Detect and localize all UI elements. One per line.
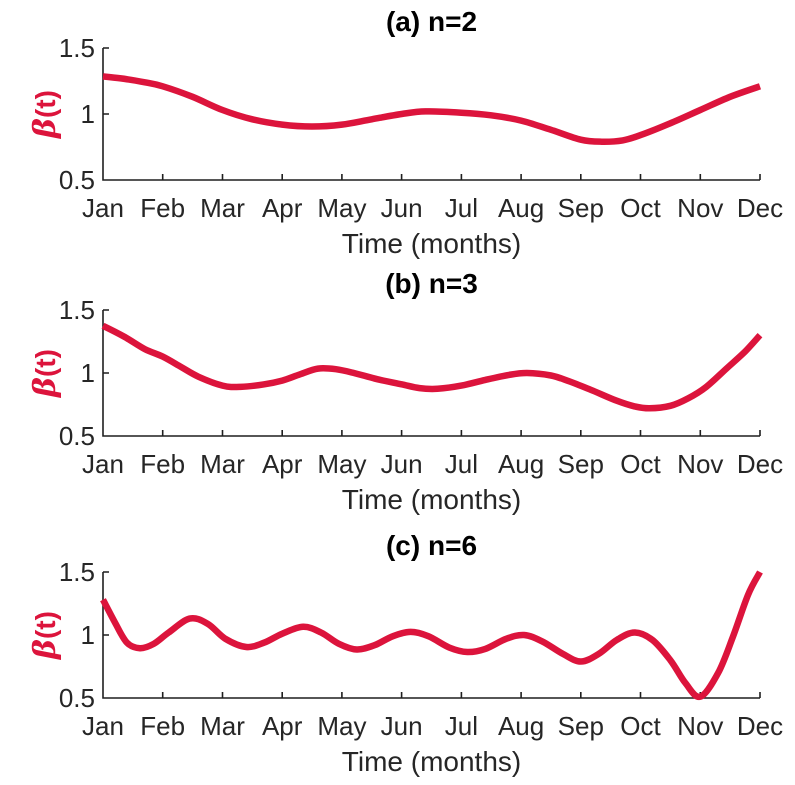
x-tick-label-jun: Jun bbox=[381, 711, 423, 741]
x-tick-label-oct: Oct bbox=[620, 711, 661, 741]
axis-frame bbox=[102, 309, 761, 437]
y-tick-label-1: 1 bbox=[81, 358, 95, 388]
axis-frame bbox=[102, 47, 761, 181]
subplot-b-ylabel: β(t) bbox=[28, 349, 63, 398]
x-tick-label-dec: Dec bbox=[737, 449, 783, 479]
beta-symbol: β bbox=[28, 118, 63, 139]
x-tick-label-feb: Feb bbox=[140, 193, 185, 223]
subplot-c-title: (c) n=6 bbox=[386, 530, 477, 561]
subplot-c-xlabel: Time (months) bbox=[342, 746, 521, 777]
x-tick-label-apr: Apr bbox=[262, 449, 303, 479]
x-tick-label-jun: Jun bbox=[381, 193, 423, 223]
x-tick-label-sep: Sep bbox=[558, 449, 604, 479]
ylabel-suffix: (t) bbox=[30, 611, 61, 639]
subplot-b-axes: Jan Feb Mar Apr May Jun Jul Aug Sep Oct Nov Dec 0.5 1… bbox=[59, 295, 783, 479]
y-tick-label-1.5: 1.5 bbox=[59, 295, 95, 325]
x-tick-label-apr: Apr bbox=[262, 193, 303, 223]
x-tick-label-nov: Nov bbox=[677, 711, 723, 741]
axis-frame bbox=[102, 571, 761, 699]
x-tick-label-nov: Nov bbox=[677, 449, 723, 479]
subplot-c-axes: Jan Feb Mar Apr May Jun Jul Aug Sep Oct Nov Dec 0.5 1… bbox=[59, 557, 783, 741]
x-tick-label-apr: Apr bbox=[262, 711, 303, 741]
x-tick-label-dec: Dec bbox=[737, 193, 783, 223]
y-tick-label-0.5: 0.5 bbox=[59, 683, 95, 713]
subplot-b: (b) n=3 Jan Feb Mar Apr May Jun Jul Aug Sep Oct No… bbox=[28, 268, 783, 515]
x-tick-label-jul: Jul bbox=[445, 711, 478, 741]
x-tick-label-mar: Mar bbox=[200, 193, 245, 223]
subplot-b-curve bbox=[101, 322, 763, 412]
x-tick-label-jan: Jan bbox=[82, 449, 124, 479]
x-tick-label-dec: Dec bbox=[737, 711, 783, 741]
subplot-a-axes: Jan Feb Mar Apr May Jun Jul Aug Sep Oct Nov Dec 0.5 1… bbox=[59, 33, 783, 223]
x-tick-label-aug: Aug bbox=[498, 711, 544, 741]
x-tick-label-may: May bbox=[317, 449, 366, 479]
subplot-b-title: (b) n=3 bbox=[385, 268, 478, 299]
subplot-a-ylabel: β(t) bbox=[28, 90, 63, 139]
y-tick-label-1: 1 bbox=[81, 99, 95, 129]
x-tick-label-jan: Jan bbox=[82, 711, 124, 741]
subplot-c: (c) n=6 Jan Feb Mar Apr May Jun Jul Aug Sep Oct No… bbox=[28, 530, 783, 777]
x-tick-label-jul: Jul bbox=[445, 449, 478, 479]
x-tick-label-aug: Aug bbox=[498, 193, 544, 223]
subplot-b-xlabel: Time (months) bbox=[342, 484, 521, 515]
x-tick-label-nov: Nov bbox=[677, 193, 723, 223]
subplot-c-ylabel: β(t) bbox=[28, 611, 63, 660]
y-tick-label-0.5: 0.5 bbox=[59, 165, 95, 195]
x-tick-label-may: May bbox=[317, 193, 366, 223]
x-tick-label-jun: Jun bbox=[381, 449, 423, 479]
beta-symbol: β bbox=[28, 377, 63, 398]
x-tick-label-oct: Oct bbox=[620, 193, 661, 223]
x-tick-label-mar: Mar bbox=[200, 711, 245, 741]
subplot-a-curve bbox=[102, 73, 762, 145]
y-tick-label-1.5: 1.5 bbox=[59, 33, 95, 63]
subplot-c-curve bbox=[100, 570, 763, 701]
subplot-a: (a) n=2 Jan Feb Mar Apr May Jun Jul Aug Sep Oct No… bbox=[28, 6, 783, 259]
y-tick-label-1: 1 bbox=[81, 620, 95, 650]
x-tick-label-oct: Oct bbox=[620, 449, 661, 479]
ylabel-suffix: (t) bbox=[30, 349, 61, 377]
x-tick-label-aug: Aug bbox=[498, 449, 544, 479]
x-tick-label-mar: Mar bbox=[200, 449, 245, 479]
ylabel-suffix: (t) bbox=[30, 90, 61, 118]
subplot-a-title: (a) n=2 bbox=[386, 6, 477, 37]
y-tick-label-0.5: 0.5 bbox=[59, 421, 95, 451]
x-tick-label-sep: Sep bbox=[558, 711, 604, 741]
x-tick-label-may: May bbox=[317, 711, 366, 741]
y-tick-label-1.5: 1.5 bbox=[59, 557, 95, 587]
x-tick-label-sep: Sep bbox=[558, 193, 604, 223]
subplot-a-xlabel: Time (months) bbox=[342, 228, 521, 259]
x-tick-label-feb: Feb bbox=[140, 711, 185, 741]
x-tick-label-feb: Feb bbox=[140, 449, 185, 479]
x-tick-label-jan: Jan bbox=[82, 193, 124, 223]
x-tick-label-jul: Jul bbox=[445, 193, 478, 223]
beta-symbol: β bbox=[28, 639, 63, 660]
